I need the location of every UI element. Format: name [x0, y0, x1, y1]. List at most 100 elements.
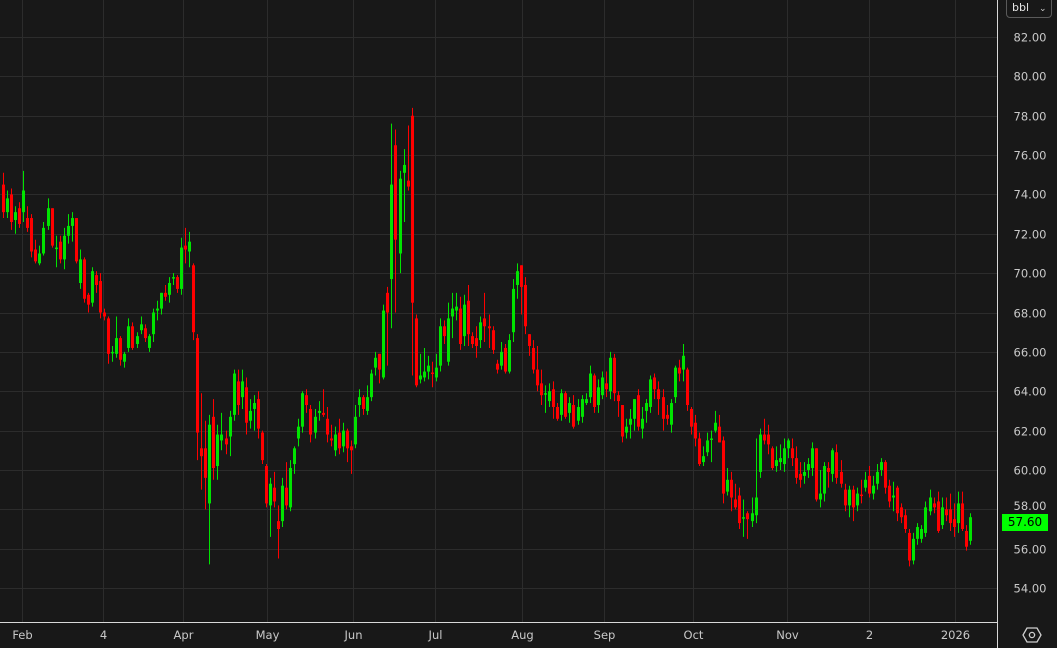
- time-tick-label: Feb: [12, 628, 32, 642]
- time-axis[interactable]: Feb 4 Apr May Jun Jul Aug Sep Oct Nov 2 2026: [12, 628, 970, 642]
- candle-body: [362, 397, 365, 409]
- candle-body: [301, 393, 304, 427]
- candle-body: [467, 300, 470, 335]
- candle-body: [42, 227, 45, 254]
- candle-body: [447, 318, 450, 362]
- price-tick-label: 82.00: [1014, 31, 1047, 45]
- candle-body: [309, 408, 312, 435]
- candle: [811, 442, 814, 476]
- candle-body: [334, 434, 337, 451]
- candle-body: [625, 426, 628, 433]
- candle-body: [322, 412, 325, 415]
- candle-body: [59, 241, 62, 260]
- candle: [496, 359, 499, 374]
- candle-body: [459, 308, 462, 345]
- candle-body: [168, 283, 171, 295]
- candle-body: [884, 462, 887, 488]
- candle-body: [848, 489, 851, 506]
- candle-body: [662, 397, 665, 419]
- candle-body: [763, 434, 766, 441]
- candle-body: [22, 190, 25, 213]
- candle-body: [670, 403, 673, 425]
- price-axis[interactable]: 54.00 56.00 58.00 60.00 62.00 64.00 66.00 68.00…: [1014, 31, 1047, 596]
- candle-body: [722, 440, 725, 494]
- candle: [605, 371, 608, 398]
- candle-body: [560, 393, 563, 415]
- candle-body: [892, 495, 895, 498]
- candle: [87, 292, 90, 313]
- candle: [152, 308, 155, 343]
- candle: [415, 314, 418, 388]
- candle-body: [738, 495, 741, 524]
- candle: [941, 497, 944, 529]
- candle: [840, 460, 843, 488]
- candle: [686, 367, 689, 411]
- candle-body: [613, 357, 616, 394]
- candle: [342, 422, 345, 453]
- candle: [775, 446, 778, 472]
- candle: [2, 172, 5, 219]
- candle: [568, 397, 571, 423]
- candle-body: [512, 288, 515, 333]
- candle-body: [10, 194, 13, 222]
- candle: [479, 316, 482, 348]
- candle-body: [463, 304, 466, 337]
- candle-body: [791, 448, 794, 459]
- time-tick-label: May: [256, 628, 280, 642]
- candle: [188, 231, 191, 268]
- candle-body: [540, 383, 543, 396]
- candle-body: [864, 479, 867, 488]
- settings-hexagon-icon[interactable]: [1022, 626, 1042, 644]
- candle: [896, 485, 899, 522]
- candle: [597, 379, 600, 413]
- candle: [245, 377, 248, 435]
- candle-body: [249, 410, 252, 421]
- time-tick-label: 2026: [941, 628, 970, 642]
- candle: [965, 525, 968, 551]
- candle: [540, 369, 543, 406]
- candle: [528, 334, 531, 356]
- candle: [475, 326, 478, 358]
- candle: [281, 477, 284, 528]
- candle: [629, 408, 632, 439]
- candle-body: [216, 434, 219, 467]
- candle: [609, 351, 612, 400]
- candle: [386, 286, 389, 366]
- candle: [876, 464, 879, 490]
- candle: [803, 462, 806, 484]
- candle: [22, 170, 25, 222]
- price-tick-label: 64.00: [1014, 385, 1047, 399]
- candle: [399, 170, 402, 274]
- candle-body: [609, 357, 612, 392]
- candle-body: [746, 513, 749, 520]
- candle-body: [83, 259, 86, 299]
- candle-body: [269, 483, 272, 506]
- candle: [585, 393, 588, 406]
- candle-body: [649, 379, 652, 407]
- candle-body: [702, 456, 705, 463]
- candle-body: [965, 530, 968, 547]
- unit-dropdown[interactable]: bbl ⌄: [1006, 0, 1052, 18]
- candle: [633, 399, 636, 431]
- candle-body: [751, 513, 754, 522]
- candle-body: [953, 519, 956, 528]
- price-tick-label: 80.00: [1014, 70, 1047, 84]
- candle-body: [164, 292, 167, 297]
- candle: [641, 406, 644, 439]
- candle-body: [840, 471, 843, 484]
- candle: [949, 493, 952, 531]
- candle: [844, 483, 847, 512]
- candle: [617, 391, 620, 417]
- candle-body: [51, 208, 54, 246]
- candle-body: [690, 408, 693, 427]
- candle: [835, 444, 838, 484]
- candle: [819, 469, 822, 508]
- candle-body: [180, 247, 183, 289]
- candle: [172, 273, 175, 285]
- candle: [148, 334, 151, 352]
- candles: [2, 107, 972, 567]
- candle-body: [556, 406, 559, 419]
- candle: [99, 273, 102, 319]
- candle: [787, 438, 790, 459]
